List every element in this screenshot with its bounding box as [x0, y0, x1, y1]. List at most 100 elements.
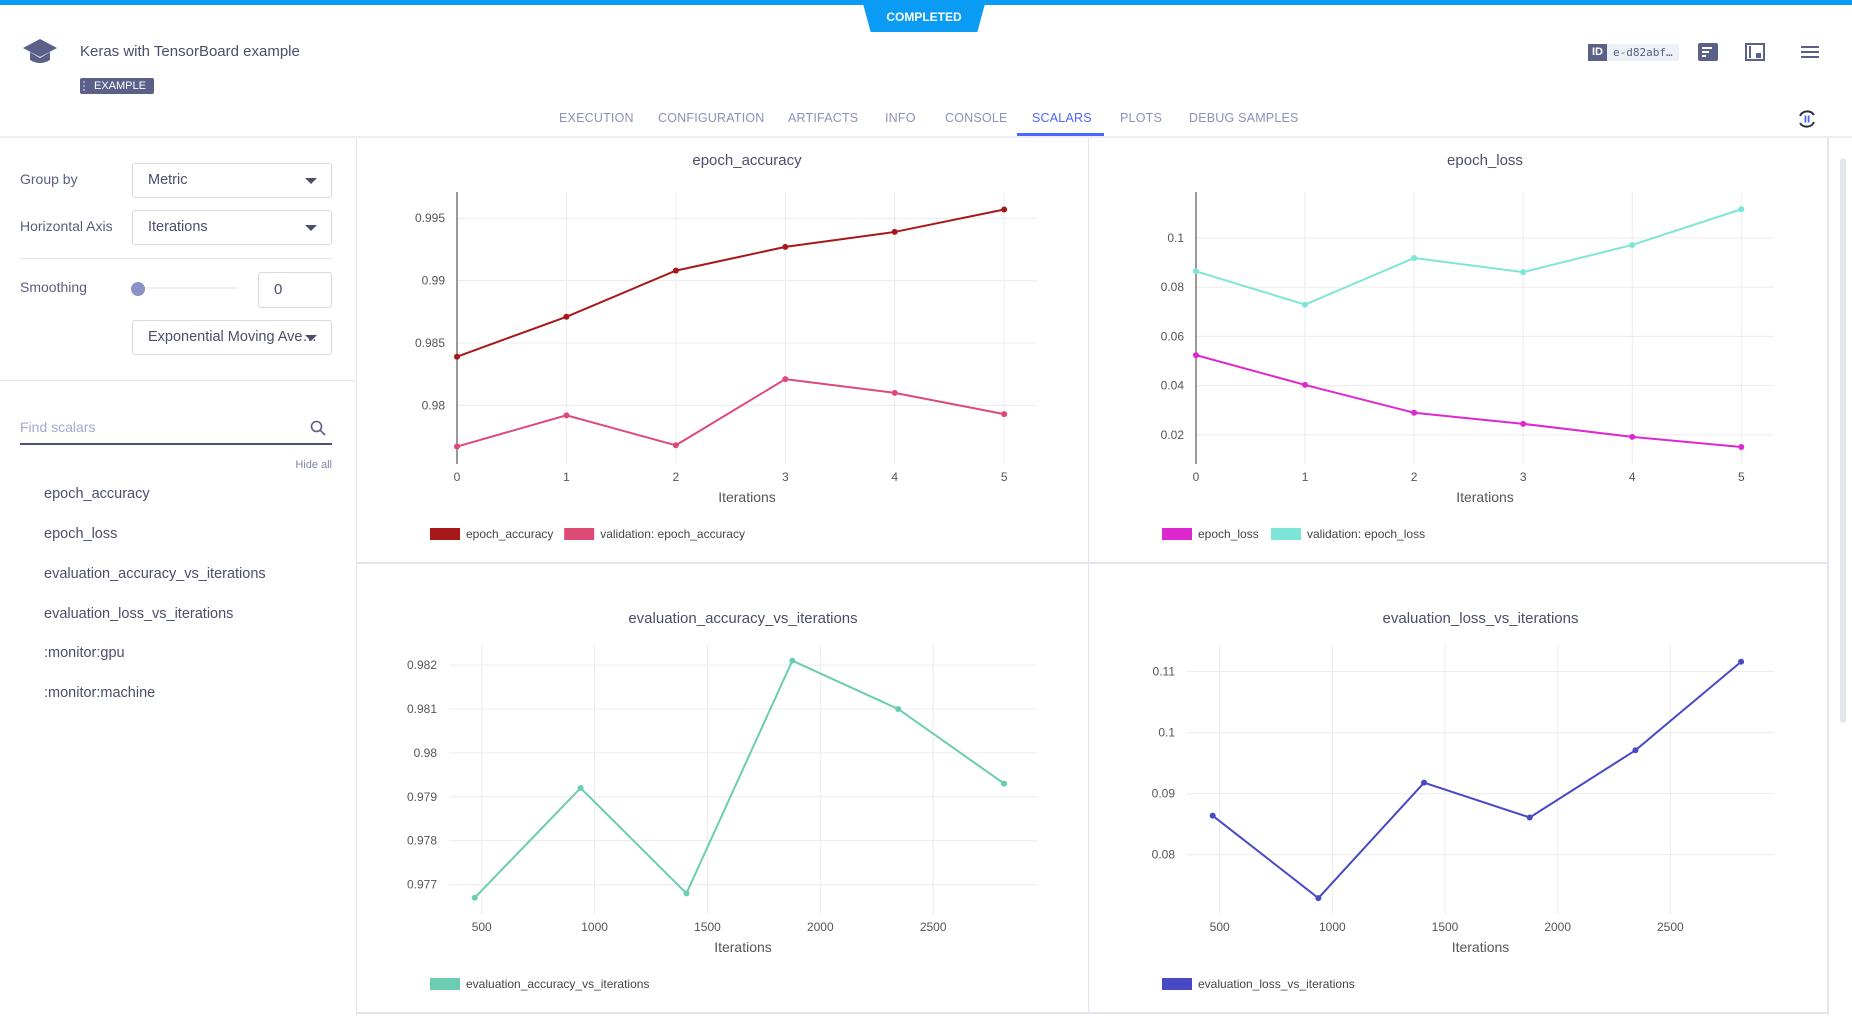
- hide-all-link[interactable]: Hide all: [295, 459, 332, 471]
- auto-refresh-pause-icon[interactable]: [1796, 108, 1818, 130]
- y-tick-label: 0.02: [1161, 428, 1185, 442]
- chart-panel-epoch-loss: epoch_loss 0 1 2 3 4 5 0.02 0.04 0.06 0.08 0.1 Itera…: [1089, 138, 1828, 564]
- smoothing-method-select[interactable]: Exponential Moving Ave…: [132, 320, 332, 355]
- y-tick-label: 0.1: [1167, 231, 1184, 245]
- search-placeholder: Find scalars: [20, 419, 96, 435]
- x-tick-label: 500: [472, 920, 492, 934]
- data-point: [471, 894, 478, 901]
- data-point: [563, 313, 570, 320]
- data-point: [1632, 747, 1639, 754]
- data-point: [683, 890, 690, 897]
- data-point: [454, 443, 460, 450]
- tab-info[interactable]: INFO: [885, 111, 916, 125]
- tab-execution[interactable]: EXECUTION: [559, 111, 634, 125]
- legend-swatch: [564, 528, 595, 540]
- divider: [0, 380, 356, 381]
- chart-evaluation-accuracy[interactable]: evaluation_accuracy_vs_iterations 500 1000…: [357, 564, 1089, 1014]
- series-line: [1195, 208, 1742, 306]
- x-tick-label: 2000: [1544, 920, 1571, 934]
- y-tick-label: 0.978: [407, 834, 437, 848]
- legend-label[interactable]: validation: epoch_loss: [1307, 527, 1425, 541]
- legend-label[interactable]: evaluation_loss_vs_iterations: [1198, 977, 1355, 991]
- tab-artifacts[interactable]: ARTIFACTS: [788, 111, 859, 125]
- group-by-select[interactable]: Metric: [132, 163, 332, 198]
- layout-toggle-icon[interactable]: [1745, 43, 1765, 61]
- legend-swatch: [1271, 528, 1301, 540]
- scalar-item[interactable]: evaluation_loss_vs_iterations: [44, 606, 234, 622]
- chart-title: epoch_loss: [1447, 152, 1523, 169]
- data-point: [1302, 381, 1309, 388]
- x-tick-label: 1500: [694, 920, 721, 934]
- horizontal-axis-select[interactable]: Iterations: [132, 210, 332, 245]
- scalar-item[interactable]: epoch_accuracy: [44, 486, 150, 502]
- group-by-label: Group by: [20, 171, 78, 187]
- caret-down-icon: [305, 178, 317, 184]
- data-point: [895, 705, 902, 712]
- scrollbar-thumb[interactable]: [1840, 158, 1846, 723]
- data-point: [782, 376, 789, 383]
- data-point: [1193, 352, 1199, 359]
- data-point: [1411, 255, 1418, 262]
- chart-epoch-accuracy[interactable]: epoch_accuracy 0 1 2 3 4 5 0.98 0.985 0.99 0.995 It…: [357, 138, 1089, 564]
- tab-scalars[interactable]: SCALARS: [1032, 111, 1092, 125]
- scalar-item[interactable]: epoch_loss: [44, 526, 118, 542]
- tab-plots[interactable]: PLOTS: [1120, 111, 1162, 125]
- data-point: [1001, 780, 1008, 787]
- legend-swatch: [430, 528, 460, 540]
- find-scalars-input[interactable]: Find scalars: [20, 412, 332, 445]
- y-tick-label: 0.1: [1158, 726, 1175, 740]
- experiment-title: Keras with TensorBoard example: [80, 43, 300, 60]
- data-point: [1421, 779, 1428, 786]
- data-point: [789, 657, 796, 664]
- x-tick-label: 3: [1520, 470, 1527, 484]
- horizontal-axis-value: Iterations: [148, 219, 208, 235]
- scalar-item[interactable]: evaluation_accuracy_vs_iterations: [44, 566, 266, 582]
- series-line: [474, 659, 1005, 899]
- info-panel-icon[interactable]: [1698, 43, 1718, 61]
- data-point: [672, 267, 679, 274]
- smoothing-slider[interactable]: [132, 287, 238, 289]
- legend-label[interactable]: validation: epoch_accuracy: [600, 527, 745, 541]
- chart-title: evaluation_loss_vs_iterations: [1383, 610, 1579, 627]
- data-point: [563, 412, 570, 419]
- menu-icon[interactable]: [1800, 43, 1820, 61]
- x-tick-label: 3: [782, 470, 789, 484]
- scrollbar[interactable]: [1828, 138, 1852, 1016]
- chart-epoch-loss[interactable]: epoch_loss 0 1 2 3 4 5 0.02 0.04 0.06 0.08 0.1 Itera…: [1089, 138, 1828, 564]
- smoothing-input[interactable]: 0: [258, 272, 332, 308]
- y-tick-label: 0.985: [415, 336, 445, 350]
- data-point: [1520, 420, 1527, 427]
- group-by-value: Metric: [148, 172, 188, 188]
- series-line: [456, 208, 1005, 358]
- data-point: [454, 353, 460, 360]
- search-icon[interactable]: [310, 420, 326, 436]
- experiment-id-badge[interactable]: ID e-d82abf…: [1588, 44, 1679, 61]
- data-point: [1629, 433, 1636, 440]
- chart-evaluation-loss[interactable]: evaluation_loss_vs_iterations 500 1000 1500…: [1089, 564, 1828, 1014]
- smoothing-slider-handle[interactable]: [131, 282, 145, 296]
- x-tick-label: 5: [1001, 470, 1008, 484]
- scalars-sidebar: [0, 138, 357, 1016]
- scalar-item[interactable]: :monitor:gpu: [44, 645, 125, 661]
- legend-label[interactable]: evaluation_accuracy_vs_iterations: [466, 977, 649, 991]
- y-tick-label: 0.979: [407, 790, 437, 804]
- x-tick-label: 2000: [807, 920, 834, 934]
- y-tick-label: 0.977: [407, 878, 437, 892]
- tab-configuration[interactable]: CONFIGURATION: [658, 111, 765, 125]
- y-tick-label: 0.98: [422, 398, 446, 412]
- tab-console[interactable]: CONSOLE: [945, 111, 1008, 125]
- status-badge: COMPLETED: [862, 0, 986, 32]
- data-point: [891, 389, 898, 396]
- tag-badge[interactable]: EXAMPLE: [80, 78, 154, 94]
- data-point: [1520, 269, 1527, 276]
- tab-debug-samples[interactable]: DEBUG SAMPLES: [1189, 111, 1299, 125]
- y-tick-label: 0.09: [1152, 787, 1176, 801]
- legend-label[interactable]: epoch_loss: [1198, 527, 1259, 541]
- data-point: [1738, 658, 1745, 665]
- legend-label[interactable]: epoch_accuracy: [466, 527, 553, 541]
- y-tick-label: 0.11: [1153, 664, 1176, 678]
- x-tick-label: 500: [1210, 920, 1230, 934]
- y-tick-label: 0.982: [407, 658, 437, 672]
- scalar-item[interactable]: :monitor:machine: [44, 685, 156, 701]
- tab-bar: EXECUTION CONFIGURATION ARTIFACTS INFO C…: [0, 108, 1852, 138]
